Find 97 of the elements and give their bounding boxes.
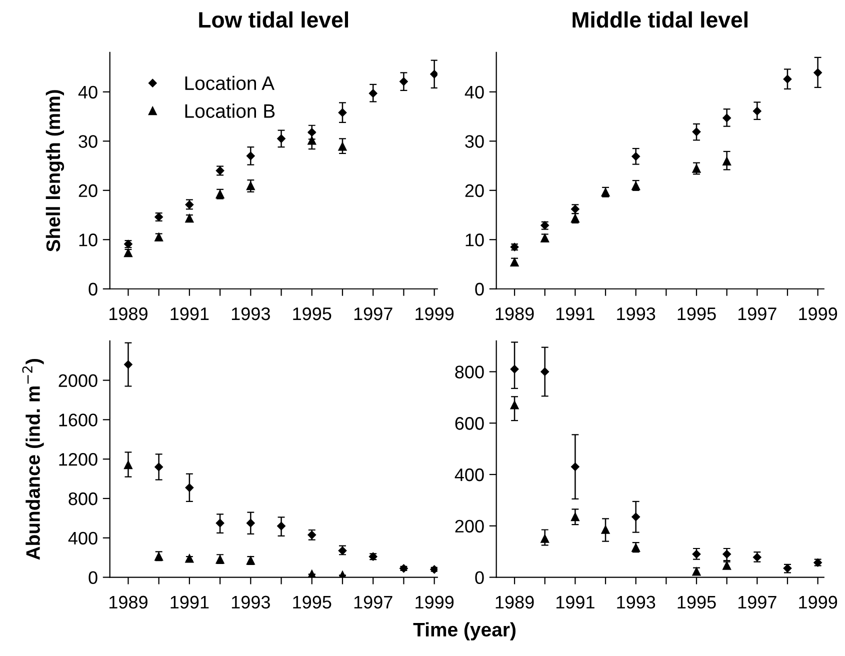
legend-label: Location B — [185, 104, 275, 118]
x-tick-label: 1989 — [496, 596, 534, 609]
point — [571, 462, 580, 471]
y-tick-label: 200 — [455, 520, 484, 533]
x-tick-label: 1997 — [738, 307, 776, 320]
point — [400, 564, 408, 573]
point — [368, 89, 378, 98]
point — [692, 164, 701, 173]
x-tick-label: 1991 — [556, 596, 594, 609]
y-tick-label: 10 — [79, 234, 98, 246]
chart-title: Low tidal level — [199, 11, 348, 28]
x-tick-label: 1995 — [293, 307, 332, 320]
x-tick-label: 1989 — [496, 307, 534, 320]
point — [430, 70, 438, 78]
y-tick-label: 0 — [475, 282, 484, 296]
point — [246, 182, 255, 190]
y-tick-label: 20 — [465, 184, 484, 198]
x-tick-label: 1997 — [354, 596, 392, 609]
point — [124, 460, 132, 470]
chart-title: Middle tidal level — [572, 11, 748, 28]
point — [753, 553, 762, 562]
y-tick-label: 400 — [68, 532, 98, 545]
point — [216, 518, 224, 528]
x-tick-label: 1991 — [556, 307, 594, 320]
point — [185, 214, 194, 223]
y-tick-label: 600 — [455, 417, 484, 430]
point — [338, 108, 347, 117]
y-tick-label: 0 — [88, 282, 98, 296]
point — [124, 360, 132, 369]
y-tick-label: 40 — [464, 86, 484, 99]
point — [510, 365, 519, 374]
point — [692, 550, 701, 558]
point — [154, 462, 163, 472]
point — [400, 77, 408, 86]
x-tick-label: 1989 — [110, 596, 148, 609]
point — [185, 554, 194, 563]
x-tick-label: 1997 — [354, 307, 392, 320]
point — [124, 248, 132, 258]
point — [540, 534, 550, 543]
point — [632, 182, 640, 190]
point — [540, 368, 549, 376]
point — [632, 512, 640, 522]
y-tick-label: 10 — [466, 234, 484, 246]
point — [308, 570, 316, 578]
point — [246, 518, 255, 528]
point — [277, 522, 286, 530]
point — [753, 106, 762, 116]
x-tick-label: 1997 — [738, 596, 776, 609]
point — [338, 142, 347, 151]
y-tick-label: 800 — [68, 492, 98, 506]
point — [308, 136, 316, 145]
y-axis-title: Abundance (ind. m$^{−2}$) — [22, 359, 44, 560]
x-tick-label: 1991 — [170, 596, 209, 609]
y-tick-label: 1200 — [59, 453, 98, 466]
x-tick-label: 1995 — [678, 307, 716, 320]
point — [722, 114, 731, 122]
y-tick-label: 800 — [455, 366, 484, 378]
point — [430, 565, 438, 574]
point — [338, 571, 347, 578]
y-tick-label: 1600 — [59, 414, 98, 426]
y-tick-label: 0 — [88, 571, 98, 584]
x-tick-label: 1999 — [416, 307, 454, 320]
x-tick-label: 1991 — [170, 307, 209, 320]
point — [185, 484, 194, 492]
x-tick-label: 1999 — [799, 596, 838, 609]
x-axis-title: Time (year) — [413, 622, 516, 640]
point — [571, 512, 580, 522]
x-tick-label: 1999 — [416, 596, 454, 609]
legend-label: Location A — [185, 76, 275, 90]
x-tick-label: 1993 — [232, 596, 270, 609]
x-tick-label: 1989 — [110, 307, 148, 320]
y-tick-label: 30 — [78, 135, 98, 148]
y-tick-label: 2000 — [58, 374, 98, 388]
point — [632, 544, 640, 552]
point — [632, 152, 640, 161]
y-tick-label: 0 — [475, 571, 484, 584]
x-tick-label: 1995 — [293, 596, 332, 609]
x-tick-label: 1993 — [617, 307, 656, 320]
x-tick-label: 1999 — [799, 307, 838, 320]
point — [601, 526, 610, 534]
y-axis-title: Shell length (mm) — [46, 90, 64, 252]
y-tick-label: 20 — [78, 184, 98, 198]
point — [308, 128, 316, 136]
x-tick-label: 1995 — [678, 596, 716, 609]
point — [783, 74, 792, 84]
point — [246, 152, 255, 160]
y-tick-label: 400 — [454, 468, 484, 482]
point — [277, 134, 286, 143]
point — [814, 68, 822, 77]
y-tick-label: 30 — [465, 135, 484, 148]
y-tick-label: 40 — [78, 86, 98, 99]
x-tick-label: 1993 — [232, 307, 270, 320]
point — [510, 400, 519, 410]
point — [692, 128, 701, 136]
point — [722, 157, 731, 166]
x-tick-label: 1993 — [617, 596, 656, 609]
point — [722, 550, 731, 558]
